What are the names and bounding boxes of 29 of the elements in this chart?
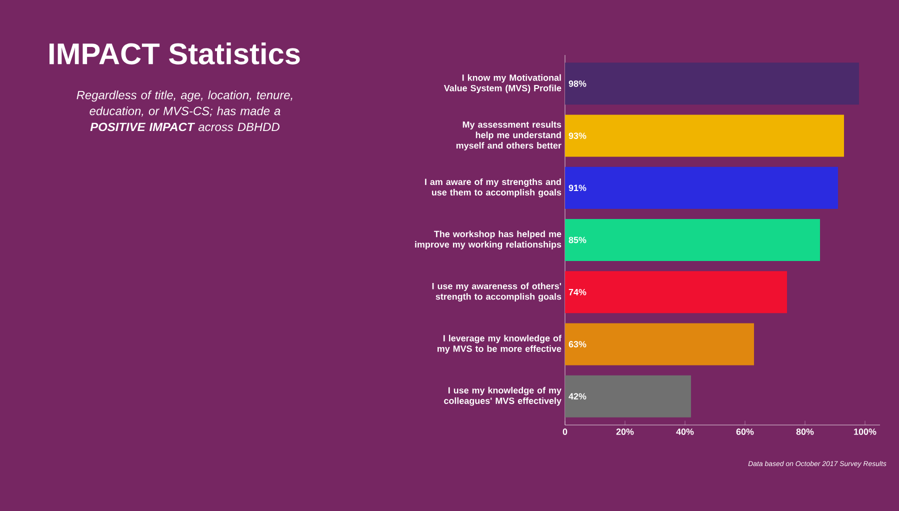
data-label: 42% — [568, 393, 586, 400]
data-label: 85% — [568, 236, 586, 244]
text: Regardless of title, age, location, tenure, education, or MVS-CS; has made a POSITIVE IMPACT across DBHDD — [76, 90, 292, 132]
y-tick-label: I use my awareness of others' strength to accomplish goals — [432, 282, 562, 302]
bar — [565, 271, 788, 314]
y-tick-label: I know my Motivational Value System (MVS) Profile — [444, 74, 562, 94]
x-tick-label: 0 — [562, 428, 568, 435]
y-tick-label: I am aware of my strengths and use them to accomplish goals — [425, 178, 562, 198]
x-tick-label: 60% — [736, 428, 754, 435]
data-label: 63% — [568, 341, 586, 348]
bar — [565, 62, 860, 105]
x-tick-label: 80% — [796, 428, 814, 435]
bar — [565, 375, 692, 418]
data-label: 98% — [568, 80, 586, 87]
text: IMPACT Statistics — [50, 42, 300, 64]
bar — [565, 219, 820, 262]
data-label: 93% — [568, 132, 586, 139]
y-tick-label: My assessment results help me understand myself and others better — [456, 121, 562, 150]
x-tick-label: 20% — [616, 428, 634, 435]
x-tick-label: 40% — [676, 428, 694, 435]
data-label: 91% — [568, 184, 586, 192]
x-tick-label: 100% — [854, 428, 876, 435]
bar — [565, 114, 844, 157]
y-tick-label: I use my knowledge of my colleagues' MVS effectively — [444, 386, 562, 406]
bar — [565, 166, 838, 209]
y-tick-label: The workshop has helped me improve my working relationships — [415, 230, 562, 250]
data-label: 74% — [568, 288, 586, 296]
bar — [565, 323, 754, 366]
y-tick-label: I leverage my knowledge of my MVS to be more effective — [438, 334, 562, 354]
